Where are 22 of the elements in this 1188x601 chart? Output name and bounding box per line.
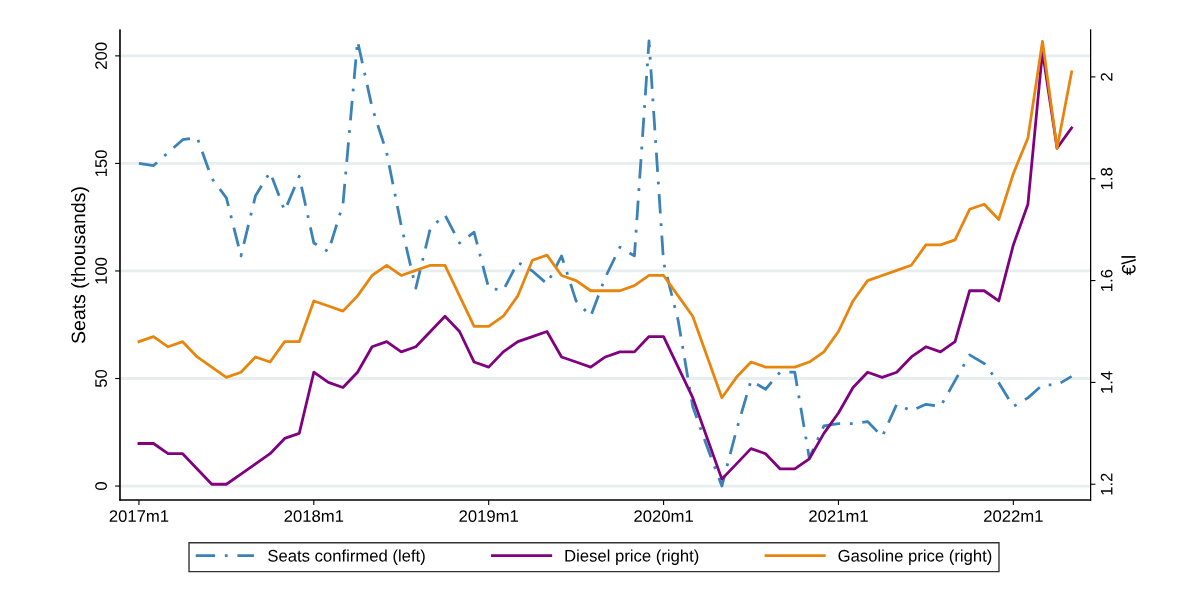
y-tick-label: 200	[95, 42, 107, 69]
x-tick-label: 2021m1	[809, 510, 868, 522]
y-tick-label: 0	[95, 482, 107, 491]
y2-tick-label: 1.6	[1100, 269, 1113, 291]
line-series	[137, 39, 1074, 400]
x-tick-label: 2020m1	[634, 510, 693, 522]
y2-tick-label: 2	[1100, 73, 1113, 81]
y2-axis-title: €\l	[1121, 256, 1136, 276]
legend-label: Seats confirmed (left)	[268, 549, 425, 565]
y-tick-label: 50	[95, 369, 107, 388]
y-tick-label: 150	[95, 150, 107, 177]
x-tick-label: 2019m1	[459, 510, 518, 522]
x-tick-label: 2022m1	[984, 510, 1043, 522]
legend-label: Gasoline price (right)	[838, 549, 992, 565]
y2-tick-label: 1.8	[1100, 167, 1113, 190]
x-tick-label: 2017m1	[109, 510, 169, 522]
y-axis-title: Seats (thousands)	[71, 187, 90, 344]
x-tick-label: 2018m1	[284, 510, 344, 522]
y-tick-label: 100	[95, 257, 107, 284]
legend-label: Diesel price (right)	[565, 549, 699, 565]
y2-tick-label: 1.4	[1100, 371, 1113, 393]
y2-tick-label: 1.2	[1100, 473, 1113, 495]
